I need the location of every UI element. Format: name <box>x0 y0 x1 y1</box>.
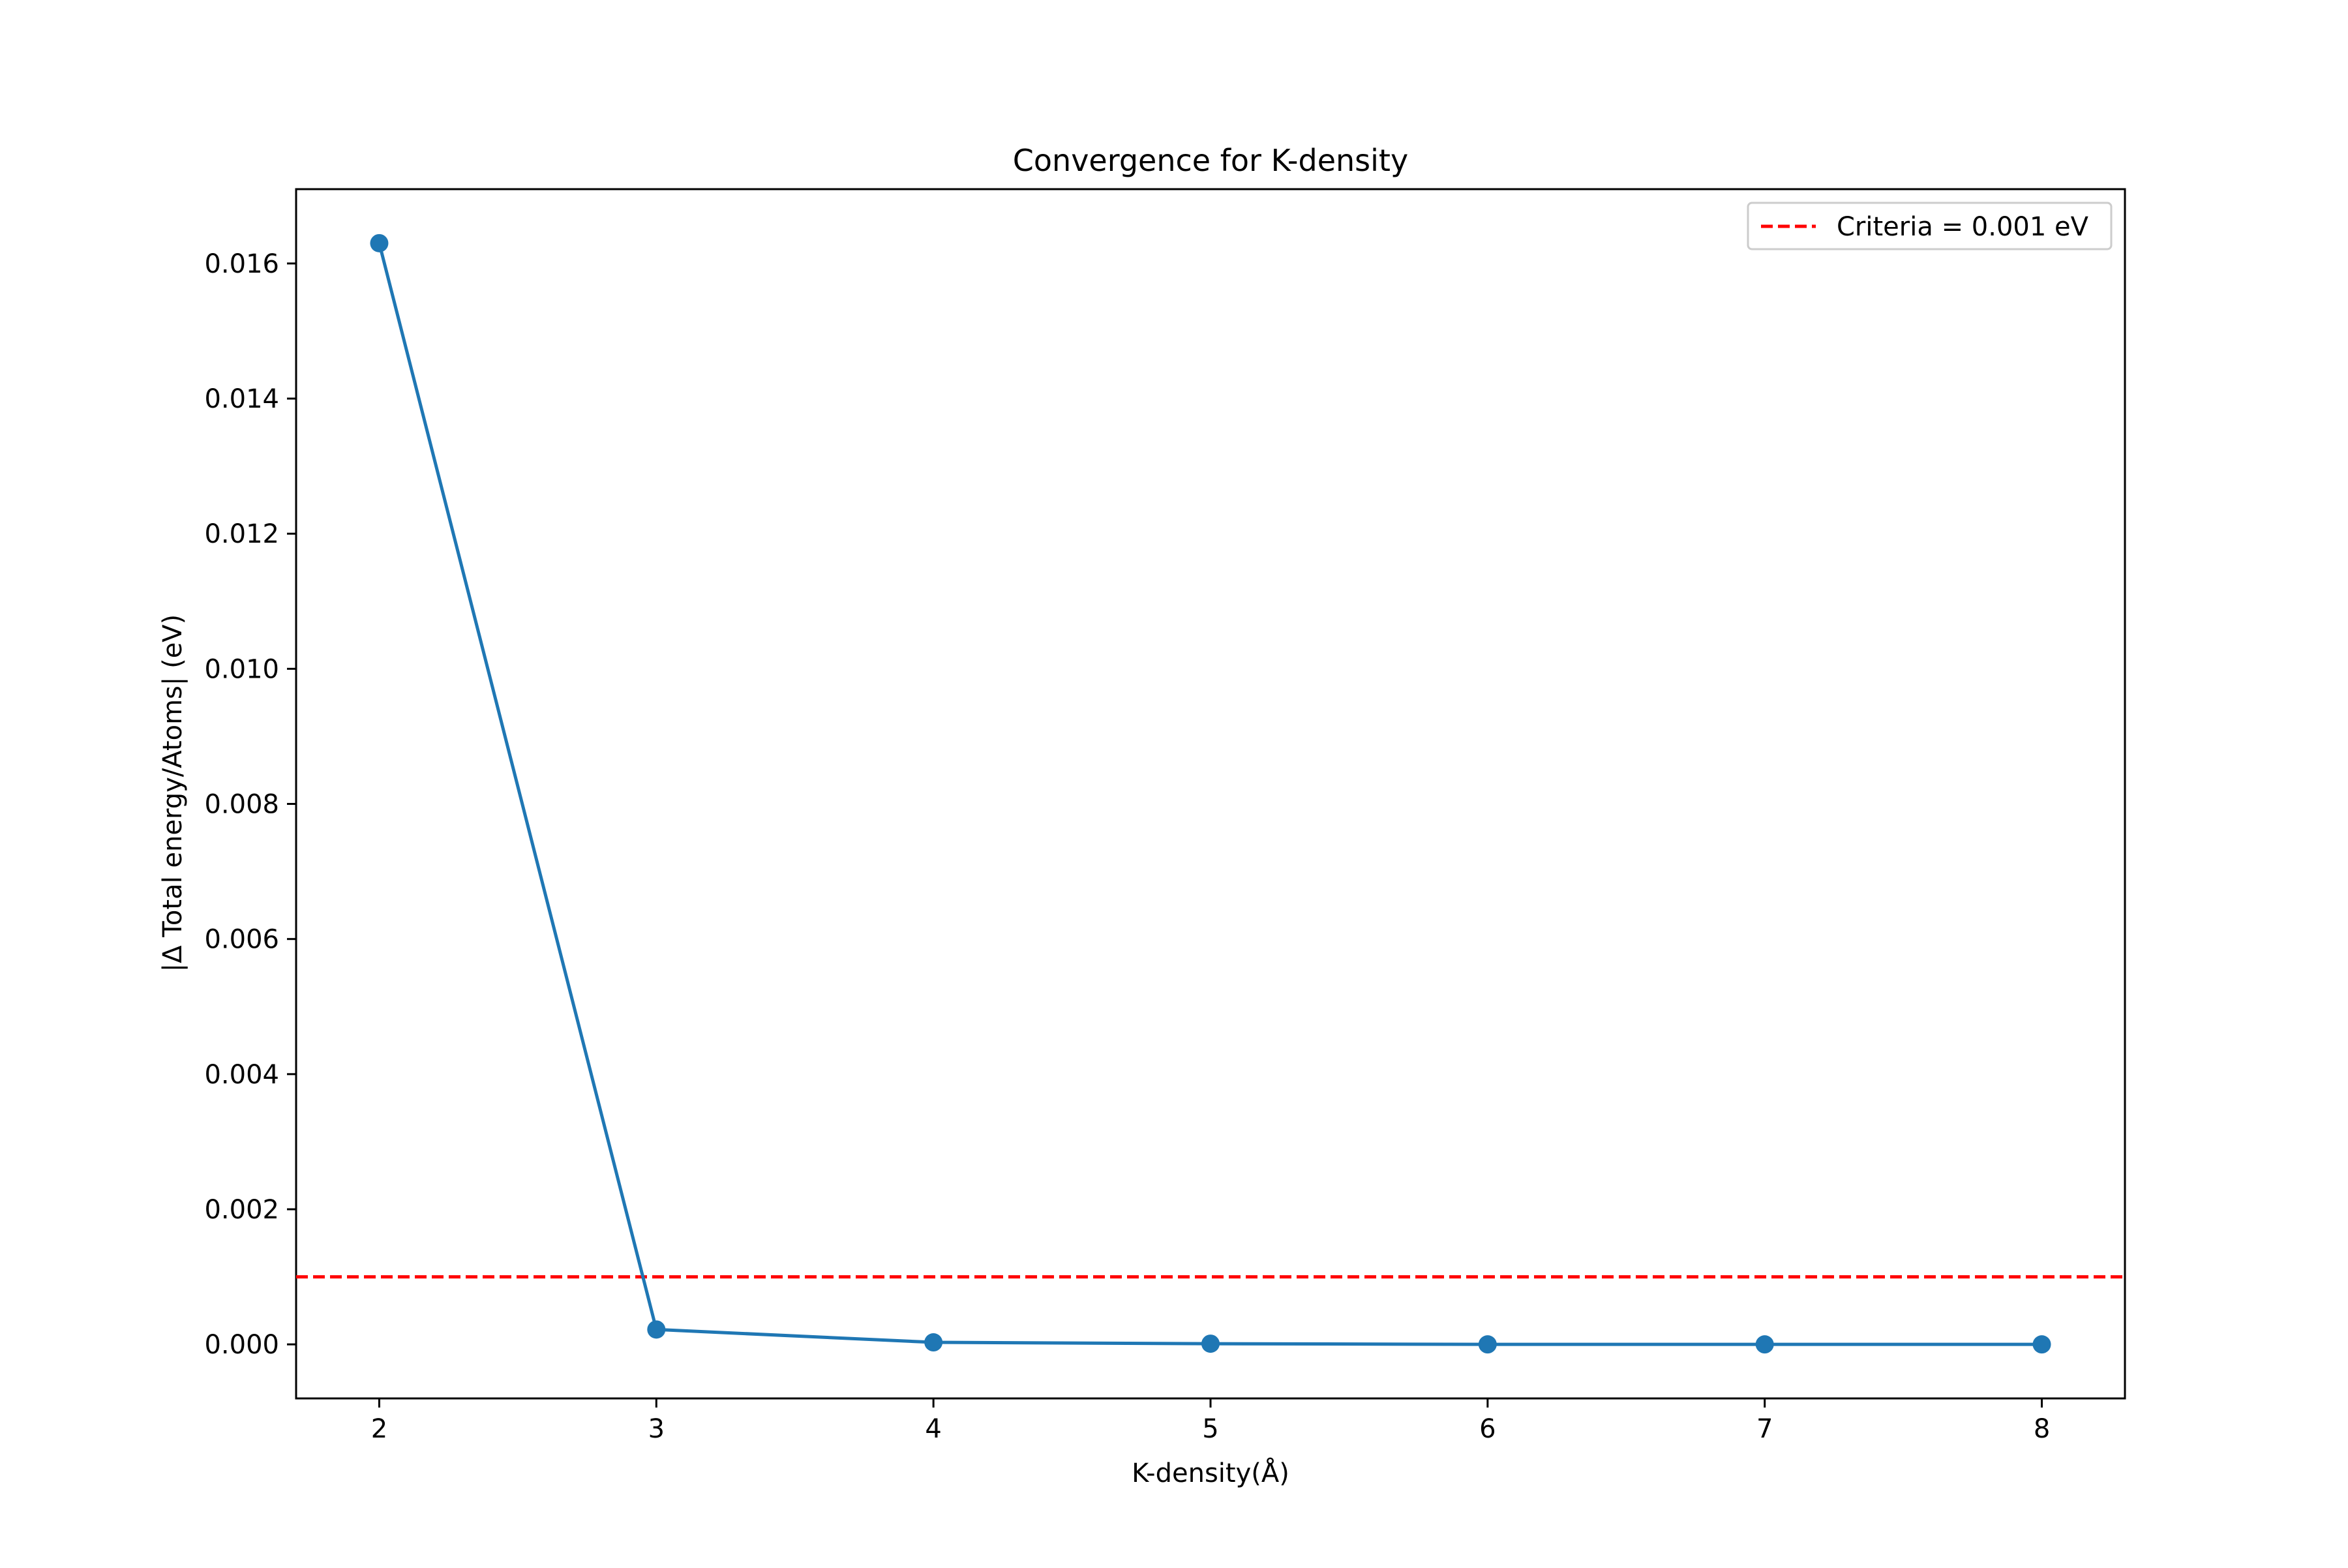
data-point <box>1201 1334 1220 1353</box>
y-tick-label: 0.012 <box>204 519 279 549</box>
legend-box <box>1747 202 2113 250</box>
legend: Criteria = 0.001 eV <box>1747 202 2113 250</box>
y-tick-label: 0.014 <box>204 384 279 414</box>
x-axis-label: K-density(Å) <box>1132 1457 1289 1488</box>
y-tick-label: 0.008 <box>204 790 279 820</box>
x-tick-label: 8 <box>2034 1414 2050 1444</box>
data-point <box>370 234 389 252</box>
y-tick-label: 0.002 <box>204 1195 279 1225</box>
x-tick-label: 6 <box>1479 1414 1496 1444</box>
data-point <box>1755 1335 1774 1354</box>
y-axis-label: |Δ Total energy/Atoms| (eV) <box>158 614 188 972</box>
y-tick-label: 0.004 <box>204 1060 279 1090</box>
y-tick-label: 0.016 <box>204 249 279 279</box>
x-tick-label: 7 <box>1756 1414 1773 1444</box>
x-ticks: 2 3 4 5 6 7 8 <box>371 1398 2050 1444</box>
y-tick-label: 0.000 <box>204 1330 279 1360</box>
y-ticks: 0.000 0.002 0.004 0.006 0.008 0.010 0.012 0.014… <box>204 249 296 1360</box>
data-point <box>647 1320 666 1339</box>
series-points <box>370 234 2051 1354</box>
x-tick-label: 4 <box>925 1414 941 1444</box>
x-tick-label: 5 <box>1202 1414 1218 1444</box>
data-point <box>1478 1335 1497 1354</box>
chart-title: Convergence for K-density <box>1013 143 1408 178</box>
legend-label: Criteria = 0.001 eV <box>1837 212 2089 242</box>
x-tick-label: 2 <box>371 1414 387 1444</box>
data-point <box>924 1333 943 1352</box>
y-tick-label: 0.006 <box>204 925 279 955</box>
y-tick-label: 0.010 <box>204 654 279 684</box>
data-point <box>2032 1335 2051 1354</box>
x-tick-label: 3 <box>648 1414 665 1444</box>
